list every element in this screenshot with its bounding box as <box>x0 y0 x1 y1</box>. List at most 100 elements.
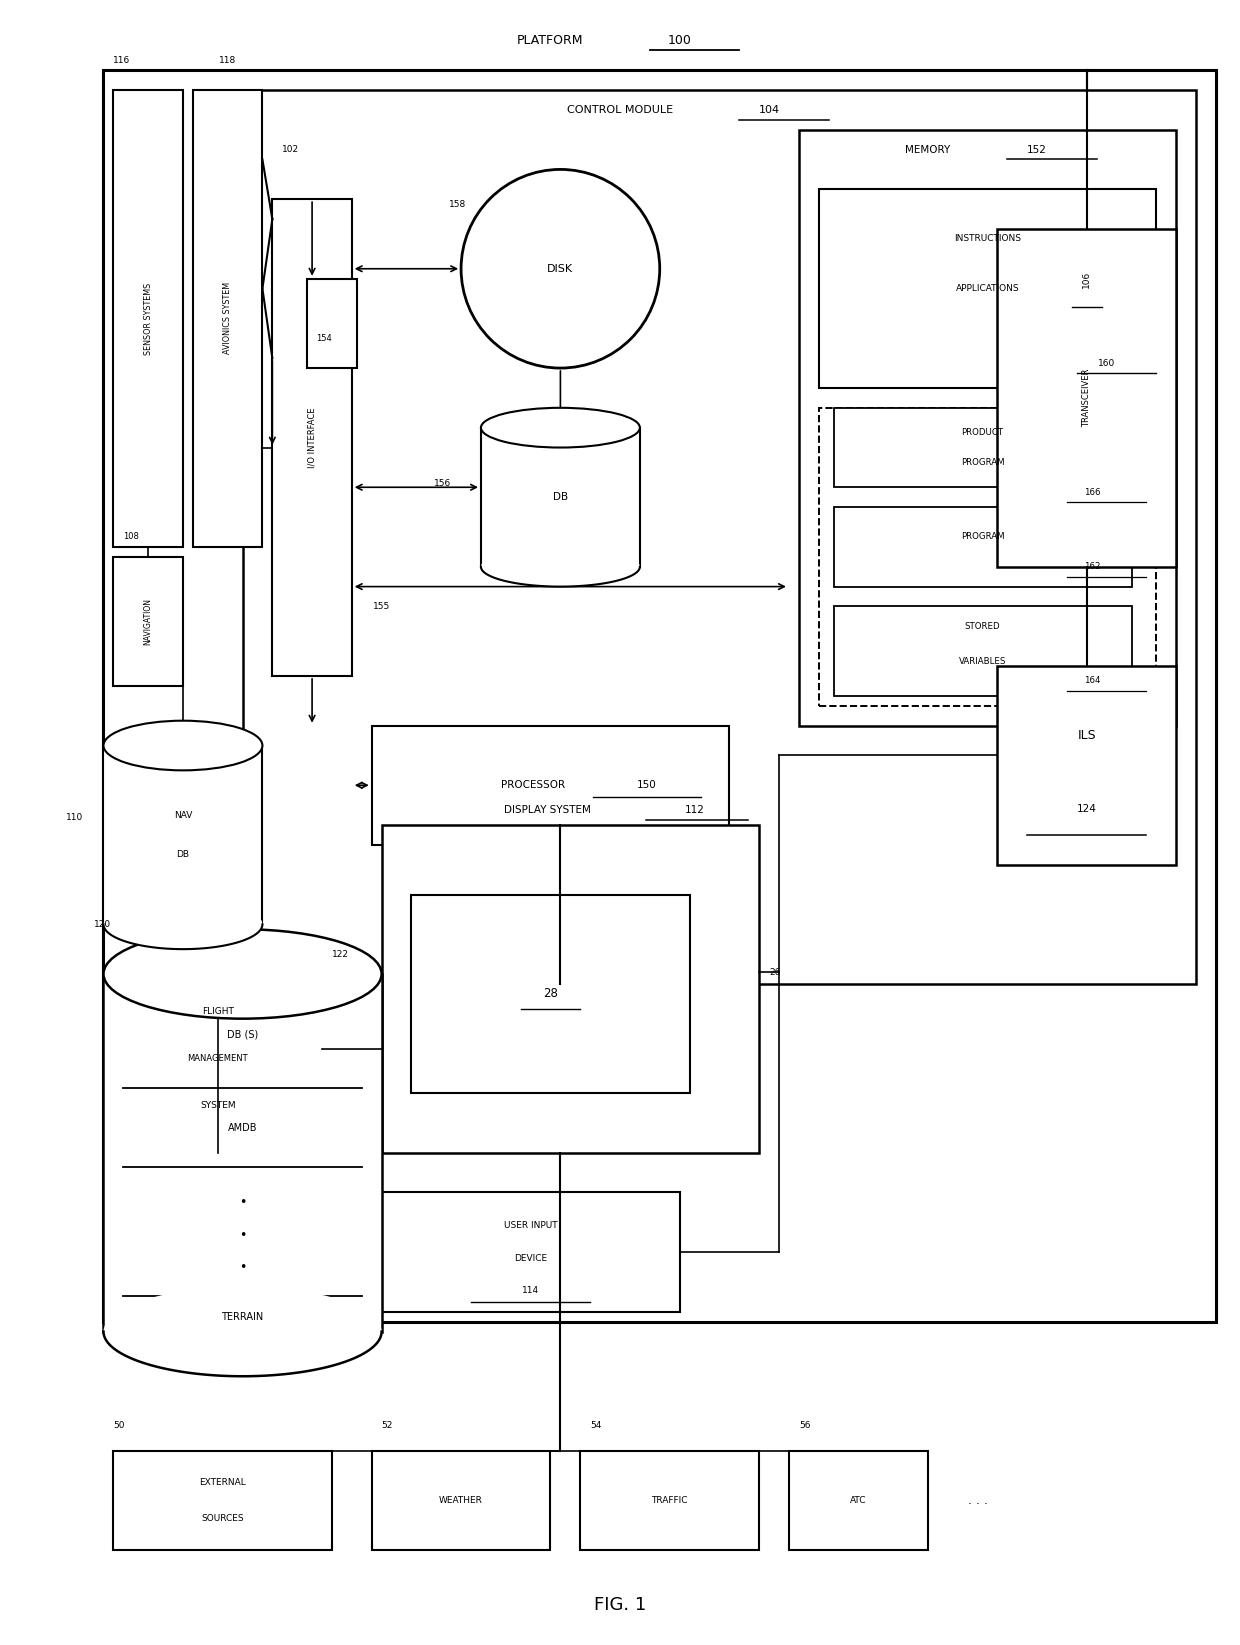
Ellipse shape <box>103 929 382 1018</box>
Text: 166: 166 <box>1084 487 1100 497</box>
Text: 100: 100 <box>667 35 692 46</box>
Bar <box>799 130 1177 725</box>
Text: DEVICE: DEVICE <box>515 1253 547 1263</box>
Bar <box>997 229 1177 568</box>
Bar <box>833 507 1132 587</box>
Text: 124: 124 <box>1076 804 1096 814</box>
Text: EXTERNAL: EXTERNAL <box>200 1479 246 1487</box>
Text: PLATFORM: PLATFORM <box>517 35 584 46</box>
Text: TERRAIN: TERRAIN <box>222 1313 264 1323</box>
Text: FLIGHT: FLIGHT <box>202 1007 233 1015</box>
Text: 114: 114 <box>522 1286 539 1295</box>
Text: 116: 116 <box>113 56 130 64</box>
Text: PROGRAM: PROGRAM <box>961 457 1004 467</box>
Text: 28: 28 <box>543 987 558 1000</box>
Text: VARIABLES: VARIABLES <box>959 656 1006 666</box>
Bar <box>193 90 263 546</box>
Bar <box>412 895 689 1094</box>
Text: 152: 152 <box>1027 145 1047 155</box>
Text: DISPLAY SYSTEM: DISPLAY SYSTEM <box>505 804 591 814</box>
Bar <box>103 745 263 924</box>
Text: 156: 156 <box>434 479 451 489</box>
Text: •: • <box>239 1229 247 1242</box>
Bar <box>382 826 759 1153</box>
Text: 158: 158 <box>449 199 466 209</box>
Text: SYSTEM: SYSTEM <box>200 1101 236 1110</box>
Text: FIG. 1: FIG. 1 <box>594 1596 646 1614</box>
Text: 50: 50 <box>113 1421 125 1431</box>
Bar <box>113 1451 332 1550</box>
Ellipse shape <box>481 408 640 447</box>
Text: TRANSCEIVER: TRANSCEIVER <box>1083 368 1091 428</box>
Bar <box>818 189 1157 388</box>
Text: I/O INTERFACE: I/O INTERFACE <box>308 408 316 467</box>
Text: 52: 52 <box>382 1421 393 1431</box>
Text: 164: 164 <box>1084 676 1100 686</box>
Ellipse shape <box>103 721 263 770</box>
Text: USER INPUT: USER INPUT <box>503 1221 558 1230</box>
Text: SOURCES: SOURCES <box>201 1513 244 1523</box>
Text: AMDB: AMDB <box>228 1124 258 1133</box>
Text: ATC: ATC <box>851 1495 867 1505</box>
Text: 122: 122 <box>332 949 348 959</box>
Text: ILS: ILS <box>1078 729 1096 742</box>
Text: DB: DB <box>176 850 190 859</box>
Text: 56: 56 <box>799 1421 810 1431</box>
Text: STORED: STORED <box>965 622 1001 630</box>
Text: 106: 106 <box>1083 271 1091 288</box>
Text: DISK: DISK <box>547 263 573 273</box>
Text: MANAGEMENT: MANAGEMENT <box>187 1054 248 1063</box>
Text: NAV: NAV <box>174 811 192 819</box>
Ellipse shape <box>103 1286 382 1377</box>
Ellipse shape <box>103 900 263 949</box>
Text: 150: 150 <box>637 780 657 790</box>
Text: CONTROL MODULE: CONTROL MODULE <box>567 105 673 115</box>
Text: INSTRUCTIONS: INSTRUCTIONS <box>954 235 1021 243</box>
Bar <box>372 1451 551 1550</box>
Bar <box>833 408 1132 487</box>
Text: 26: 26 <box>769 967 780 977</box>
Text: WEATHER: WEATHER <box>439 1495 484 1505</box>
Text: . . .: . . . <box>967 1494 987 1507</box>
Bar <box>113 964 322 1153</box>
Text: NAVIGATION: NAVIGATION <box>144 597 153 645</box>
Bar <box>833 607 1132 696</box>
Text: PROGRAM: PROGRAM <box>961 533 1004 541</box>
Text: PRODUCT: PRODUCT <box>961 428 1003 438</box>
Bar <box>103 974 382 1331</box>
Text: TRAFFIC: TRAFFIC <box>651 1495 688 1505</box>
Text: AVIONICS SYSTEM: AVIONICS SYSTEM <box>223 283 232 354</box>
Text: 162: 162 <box>1084 563 1100 571</box>
Text: •: • <box>239 1260 247 1273</box>
Bar <box>481 428 640 568</box>
Text: 104: 104 <box>759 105 780 115</box>
Text: MEMORY: MEMORY <box>905 145 951 155</box>
Ellipse shape <box>481 546 640 587</box>
Bar <box>997 666 1177 865</box>
Bar <box>103 71 1216 1321</box>
Text: PROCESSOR: PROCESSOR <box>501 780 564 790</box>
Text: 102: 102 <box>283 145 299 155</box>
Text: 112: 112 <box>684 804 704 814</box>
Bar <box>113 556 184 686</box>
Bar <box>273 199 352 676</box>
Text: •: • <box>239 1196 247 1209</box>
Bar <box>580 1451 759 1550</box>
Text: DB: DB <box>553 492 568 502</box>
Bar <box>818 408 1157 706</box>
Text: APPLICATIONS: APPLICATIONS <box>956 285 1019 293</box>
Bar <box>243 90 1197 984</box>
Bar <box>308 278 357 368</box>
Text: 108: 108 <box>123 533 139 541</box>
Bar <box>113 90 184 546</box>
Bar <box>372 725 729 846</box>
Text: 110: 110 <box>67 813 83 821</box>
Bar <box>382 1193 680 1311</box>
Text: 120: 120 <box>93 920 110 929</box>
Text: SENSOR SYSTEMS: SENSOR SYSTEMS <box>144 283 153 355</box>
Text: DB (S): DB (S) <box>227 1030 258 1040</box>
Text: 118: 118 <box>219 56 237 64</box>
Text: 155: 155 <box>373 602 391 610</box>
Bar <box>789 1451 928 1550</box>
Text: 54: 54 <box>590 1421 601 1431</box>
